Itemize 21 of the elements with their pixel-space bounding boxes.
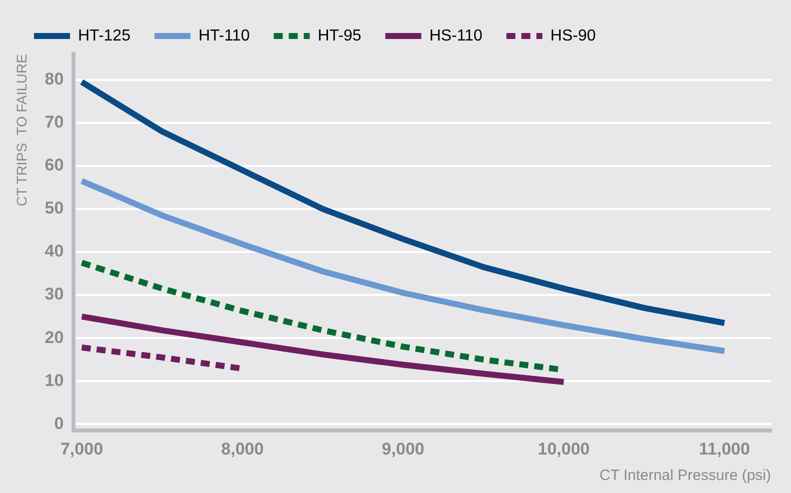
y-tick-label: 0 — [54, 414, 64, 433]
x-tick-label: 9,000 — [382, 439, 424, 458]
legend-label: HT-110 — [198, 27, 250, 44]
x-tick-label: 10,000 — [538, 439, 590, 458]
y-tick-label: 40 — [44, 242, 64, 261]
y-tick-label: 10 — [44, 370, 64, 390]
y-tick-label: 30 — [44, 284, 64, 304]
x-tick-label: 8,000 — [221, 439, 264, 458]
y-axis-title: CT TRIPS TO FAILURE — [13, 54, 30, 206]
legend-label: HS-90 — [550, 27, 596, 44]
x-tick-label: 7,000 — [60, 439, 104, 458]
x-axis-title: CT Internal Pressure (psi) — [600, 467, 771, 484]
y-tick-label: 60 — [44, 156, 64, 175]
y-tick-label: 80 — [44, 70, 64, 89]
y-tick-label: 50 — [44, 198, 64, 218]
legend-label: HT-95 — [318, 27, 362, 44]
x-tick-label: 11,000 — [698, 439, 750, 458]
legend-label: HS-110 — [429, 27, 482, 44]
legend-label: HT-125 — [78, 27, 131, 44]
y-tick-label: 20 — [44, 328, 64, 347]
y-tick-label: 70 — [44, 112, 64, 132]
